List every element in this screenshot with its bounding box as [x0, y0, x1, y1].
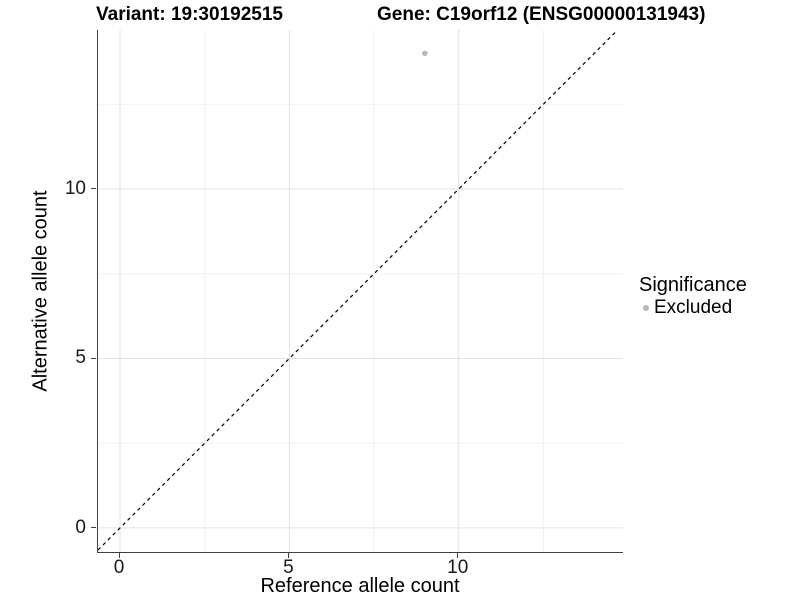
- x-tick-label: 5: [283, 557, 294, 578]
- y-tick-mark: [91, 188, 96, 190]
- legend-key: [639, 301, 653, 315]
- legend: Significance Excluded: [639, 274, 747, 318]
- x-tick-mark: [457, 553, 459, 558]
- legend-item: Excluded: [639, 297, 747, 318]
- identity-line: [98, 30, 619, 551]
- variant-title: Variant: 19:30192515: [96, 4, 283, 25]
- legend-label: Excluded: [654, 297, 733, 318]
- y-tick-label: 10: [64, 177, 86, 199]
- y-axis-title: Alternative allele count: [29, 190, 52, 392]
- plot-svg: [98, 30, 623, 552]
- legend-title: Significance: [639, 274, 747, 296]
- x-axis-title: Reference allele count: [260, 575, 460, 597]
- y-tick-mark: [91, 357, 96, 359]
- data-point: [422, 50, 428, 57]
- legend-point-icon: [643, 304, 649, 311]
- y-tick-label: 0: [75, 516, 86, 538]
- y-tick-mark: [91, 527, 96, 529]
- plot-panel: [97, 30, 623, 553]
- x-tick-label: 0: [113, 557, 125, 578]
- y-tick-label: 5: [75, 347, 86, 369]
- legend-items: Excluded: [639, 297, 747, 318]
- x-tick-mark: [287, 553, 289, 558]
- x-tick-mark: [118, 553, 120, 558]
- x-tick-label: 10: [447, 557, 469, 578]
- gene-title: Gene: C19orf12 (ENSG00000131943): [377, 4, 706, 25]
